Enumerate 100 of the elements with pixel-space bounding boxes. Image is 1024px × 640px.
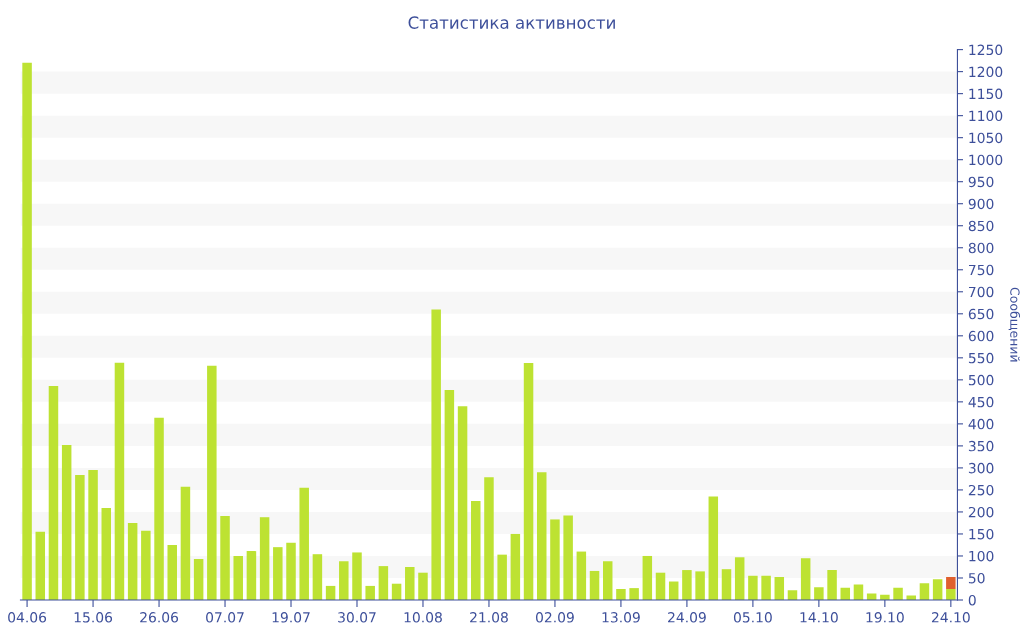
y-tick-label: 800 (968, 242, 994, 254)
y-tick-label: 150 (969, 528, 994, 540)
bar (655, 572, 666, 600)
y-tick-label: 450 (968, 396, 994, 408)
x-tick-label: 14.10 (800, 612, 838, 623)
bar (444, 389, 455, 600)
bar (695, 571, 705, 600)
y-tick-label: 600 (968, 330, 994, 342)
x-tick-label: 02.09 (535, 612, 574, 623)
x-tick-label: 04.06 (8, 612, 47, 623)
bar (761, 575, 771, 600)
bar (537, 472, 547, 600)
bar (563, 515, 573, 600)
x-tick-label: 19.10 (866, 612, 904, 623)
bar (484, 477, 494, 600)
chart-title: Статистика активности (408, 16, 615, 29)
x-tick-label: 05.10 (733, 612, 772, 623)
y-tick-label: 100 (969, 550, 994, 562)
bar (259, 517, 270, 600)
bar (286, 542, 296, 600)
y-tick-label: 200 (968, 506, 994, 518)
bar (167, 544, 177, 600)
bar (642, 555, 653, 600)
y-tick-label: 650 (968, 308, 994, 320)
y-tick-label: 500 (968, 374, 994, 386)
bar (61, 445, 72, 600)
y-tick-label: 1100 (969, 110, 1003, 122)
bar (576, 551, 587, 600)
bar (946, 588, 956, 600)
bar (893, 587, 903, 600)
y-tick-label: 550 (968, 352, 994, 364)
bar (734, 557, 745, 600)
x-tick-label: 21.08 (470, 612, 508, 623)
bar (721, 569, 732, 600)
bar (141, 530, 151, 600)
y-tick-label: 1200 (969, 66, 1003, 78)
x-tick-label: 15.06 (74, 612, 113, 623)
bar (616, 588, 626, 600)
y-tick-label: 900 (968, 198, 994, 210)
bar (523, 363, 534, 600)
bar (589, 570, 600, 600)
bar (418, 572, 428, 600)
x-tick-label: 30.07 (338, 612, 376, 623)
bar (220, 515, 230, 600)
x-tick-label: 07.07 (206, 612, 244, 623)
bar (273, 547, 283, 600)
bar (405, 566, 415, 600)
bar (48, 386, 59, 600)
x-tick-label: 10.08 (404, 612, 442, 623)
bar (510, 533, 521, 600)
y-tick-label: 0 (968, 594, 976, 606)
y-tick-label: 300 (968, 462, 994, 474)
bar (814, 587, 824, 600)
y-tick-label: 350 (968, 440, 994, 452)
y-tick-label: 250 (968, 484, 994, 496)
bar (748, 575, 758, 600)
y-tick-label: 750 (969, 264, 994, 276)
bar (207, 365, 217, 600)
bar (246, 551, 257, 600)
bar (602, 561, 613, 600)
bar (629, 588, 639, 600)
bar (339, 561, 349, 600)
y-tick-label: 400 (968, 418, 994, 430)
bar (154, 417, 164, 600)
bar (827, 570, 837, 600)
y-tick-label: 950 (968, 176, 994, 188)
bar (352, 552, 362, 600)
bar (471, 500, 481, 600)
bar (180, 486, 191, 600)
bar (800, 558, 811, 600)
x-tick-label: 24.10 (931, 612, 970, 623)
x-tick-label: 24.09 (668, 612, 706, 623)
bar (193, 559, 204, 600)
bar (22, 62, 32, 600)
y-tick-label: 1000 (969, 154, 1003, 166)
x-tick-label: 19.07 (272, 612, 310, 623)
y-tick-label: 1150 (969, 88, 1003, 100)
x-tick-label: 26.06 (140, 612, 179, 623)
bar (497, 554, 507, 600)
bar (35, 531, 46, 600)
y-tick-label: 850 (968, 220, 994, 232)
y-tick-label: 50 (968, 572, 985, 584)
y-axis-title: Сообщений (1008, 287, 1021, 362)
bar (774, 577, 785, 600)
bar (312, 554, 323, 600)
bar (550, 519, 560, 600)
bar (75, 474, 85, 600)
y-tick-label: 700 (969, 286, 994, 298)
bar (88, 470, 98, 600)
bar (365, 585, 375, 600)
bar (682, 570, 692, 600)
bar (457, 406, 468, 600)
bar (932, 579, 943, 600)
y-tick-label: 1250 (969, 44, 1003, 56)
bar (946, 577, 956, 589)
y-tick-label: 1050 (969, 132, 1003, 144)
bar (114, 362, 125, 600)
bar (233, 555, 243, 600)
bar (127, 522, 138, 600)
bar (101, 507, 112, 600)
